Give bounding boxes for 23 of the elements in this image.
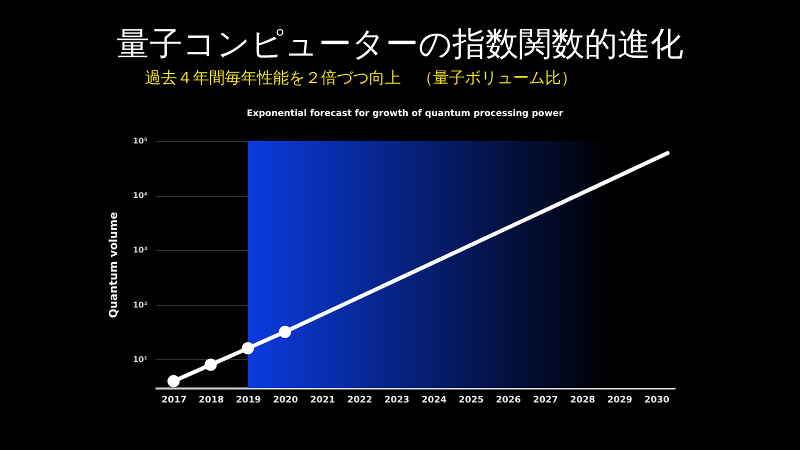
x-tick-label: 2017 [162, 396, 187, 406]
x-tick-label: 2022 [347, 396, 372, 406]
x-tick-label: 2026 [496, 396, 521, 406]
x-tick-label: 2025 [458, 396, 484, 406]
y-axis-title: Quantum volume [106, 212, 120, 318]
x-tick-label: 2027 [532, 396, 558, 406]
x-tick-label: 2024 [422, 396, 447, 406]
x-tick-label: 2028 [570, 396, 596, 406]
text: Exponential forecast for growth of quantum processing power [246, 109, 564, 119]
chart-subtitle: 過去４年間毎年性能を２倍づつ向上 （量子ボリューム比） [145, 68, 577, 87]
y-tick-label: 10³ [132, 246, 148, 255]
chart-title: 量子コンピューターの指数関数的進化 [116, 24, 684, 63]
x-tick-label: 2030 [644, 396, 670, 406]
y-tick-label: 10⁵ [132, 136, 148, 146]
x-tick-label: 2023 [384, 396, 410, 406]
x-tick-label: 2019 [236, 396, 261, 406]
x-tick-label: 2021 [310, 396, 336, 406]
y-tick-label: 10² [132, 300, 148, 310]
y-tick-label: 10¹ [132, 354, 148, 364]
x-tick-label: 2018 [198, 396, 224, 406]
x-tick-label: 2029 [607, 396, 632, 406]
y-tick-label: 10⁴ [132, 191, 148, 200]
x-tick-label: 2020 [272, 396, 298, 406]
